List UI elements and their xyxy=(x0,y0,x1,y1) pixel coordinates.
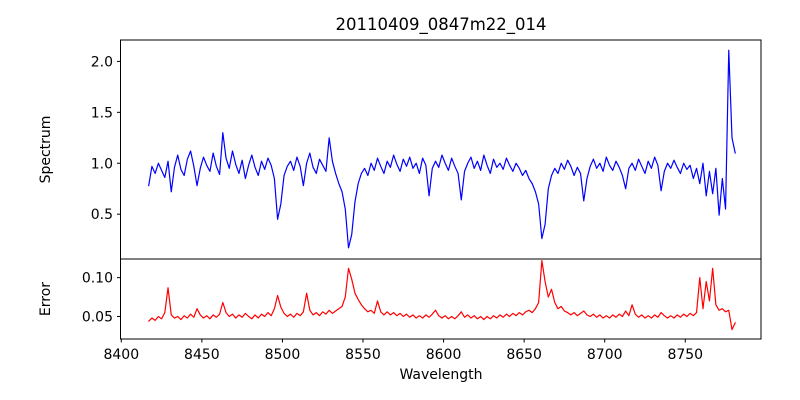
error-line xyxy=(148,259,736,331)
spectrum-y-tick-label: 0.5 xyxy=(91,207,113,223)
y-axis-label-spectrum: Spectrum xyxy=(38,116,54,184)
x-tick-label: 8400 xyxy=(103,347,139,363)
x-axis-label: Wavelength xyxy=(399,367,482,383)
error-y-tick-label: 0.05 xyxy=(82,309,113,325)
x-tick-label: 8550 xyxy=(345,347,381,363)
x-tick-label: 8750 xyxy=(667,347,703,363)
x-tick-label: 8450 xyxy=(184,347,220,363)
x-tick-label: 8700 xyxy=(587,347,623,363)
spectrum-panel-frame xyxy=(120,39,762,260)
x-tick-label: 8650 xyxy=(506,347,542,363)
spectrum-y-tick-label: 1.0 xyxy=(91,156,113,172)
spectrum-line xyxy=(148,49,736,249)
plot-area: 0.5 1.0 1.5 2.0 0.05 0.10 8400 8450 8500 8550 8600… xyxy=(82,39,762,363)
error-y-tick-label: 0.10 xyxy=(82,271,113,287)
y-axis-label-error: Error xyxy=(38,282,54,316)
error-panel-frame xyxy=(120,258,762,340)
spectrum-y-tick-label: 2.0 xyxy=(91,54,113,70)
x-tick-label: 8600 xyxy=(426,347,462,363)
spectrum-y-tick-label: 1.5 xyxy=(91,105,113,121)
chart-title: 20110409_0847m22_014 xyxy=(335,15,546,35)
x-tick-label: 8500 xyxy=(265,347,301,363)
